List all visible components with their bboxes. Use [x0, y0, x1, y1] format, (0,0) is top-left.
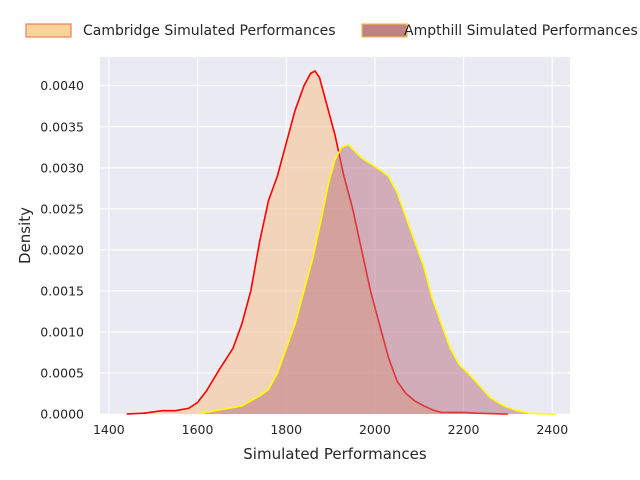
y-tick-labels: 0.0000 0.0005 0.0010 0.0015 0.0020 0.0025 0.00… — [40, 78, 84, 421]
density-areas — [126, 69, 557, 415]
density-line-1 — [197, 143, 557, 415]
x-tick-label: 1400 — [93, 422, 125, 437]
y-tick-label: 0.0030 — [40, 160, 84, 175]
y-tick-label: 0.0015 — [40, 283, 84, 298]
y-tick-label: 0.0000 — [40, 407, 84, 422]
legend: Cambridge Simulated Performances Ampthil… — [25, 23, 638, 39]
x-tick-label: 1800 — [270, 422, 302, 437]
legend-label-ampthill: Ampthill Simulated Performances — [404, 23, 638, 39]
y-tick-label: 0.0035 — [40, 119, 84, 134]
y-tick-label: 0.0005 — [40, 365, 84, 380]
legend-swatch-cambridge — [25, 23, 72, 38]
y-axis-label: Density — [16, 207, 34, 264]
legend-swatch-ampthill — [361, 23, 408, 38]
y-tick-label: 0.0020 — [40, 242, 84, 257]
legend-label-cambridge: Cambridge Simulated Performances — [83, 23, 336, 39]
y-tick-label: 0.0025 — [40, 201, 84, 216]
x-tick-label: 2400 — [536, 422, 568, 437]
x-tick-label: 2000 — [359, 422, 391, 437]
y-tick-label: 0.0010 — [40, 324, 84, 339]
x-tick-labels: 1400 1600 1800 2000 2200 2400 — [93, 422, 568, 437]
x-tick-label: 2200 — [448, 422, 480, 437]
y-tick-label: 0.0040 — [40, 78, 84, 93]
x-tick-label: 1600 — [182, 422, 214, 437]
x-axis-label: Simulated Performances — [243, 445, 427, 463]
